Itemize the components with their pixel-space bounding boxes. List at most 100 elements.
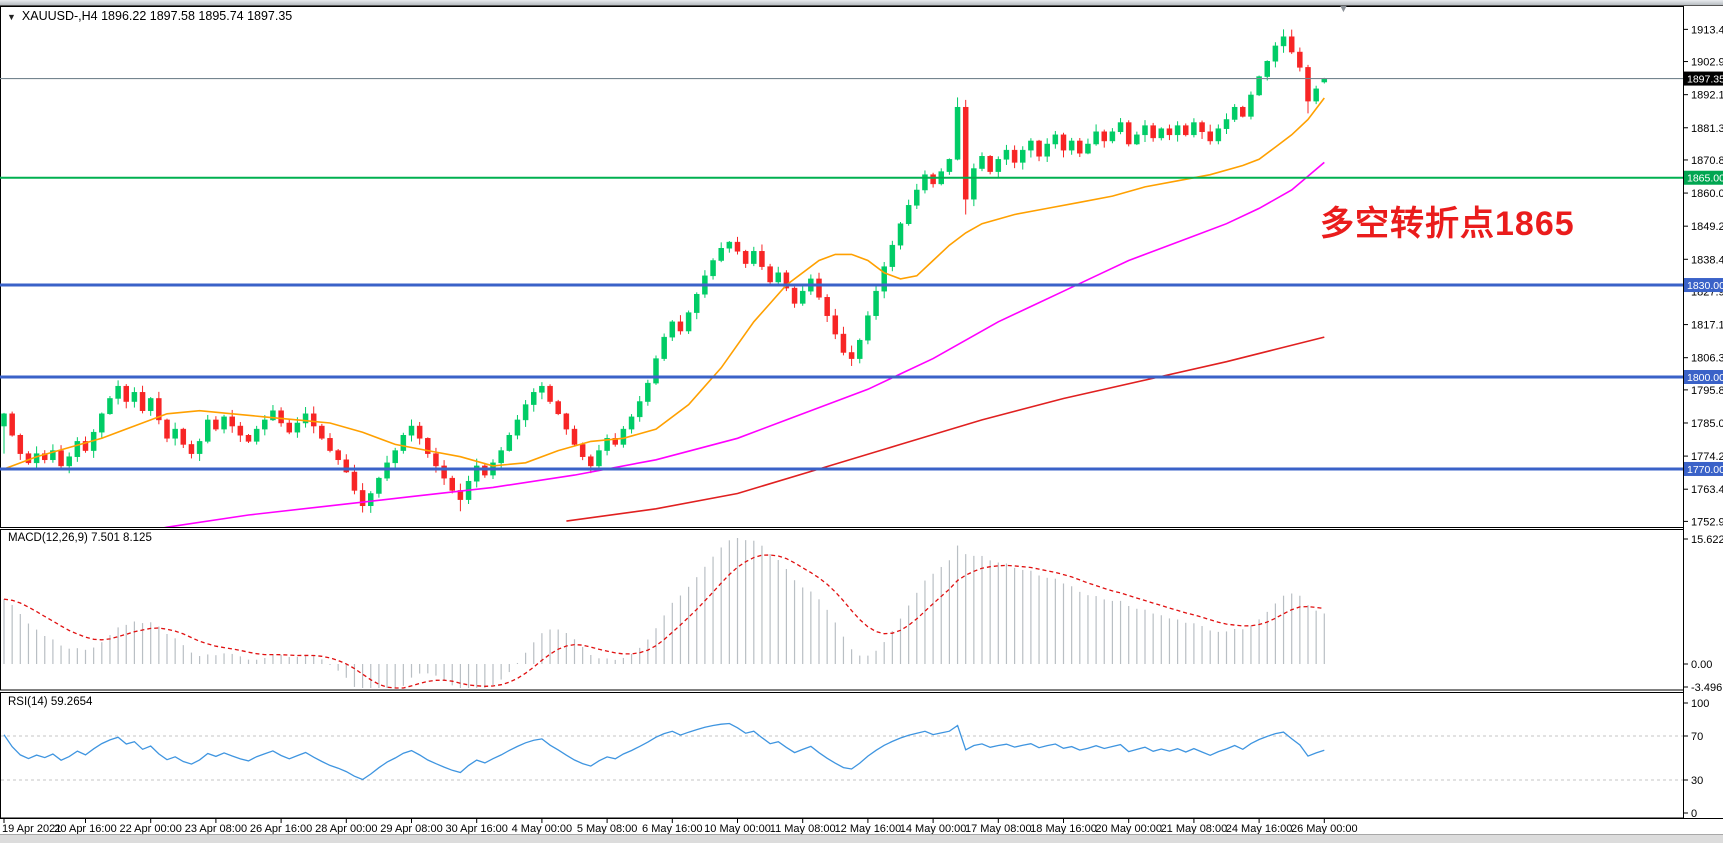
candle — [905, 205, 912, 224]
macd-histogram-bar — [948, 560, 950, 664]
symbol-dropdown-icon[interactable]: ▼ — [7, 12, 16, 22]
candle — [531, 392, 537, 405]
candle — [1142, 125, 1148, 136]
time-tick-label: 21 May 08:00 — [1161, 823, 1228, 835]
macd-histogram-bar — [1095, 596, 1097, 664]
candle — [278, 410, 284, 424]
candle — [123, 385, 129, 402]
price-tick-label: 1763.40 — [1691, 484, 1723, 496]
ma-mid-magenta — [163, 161, 1325, 527]
candle — [74, 441, 81, 457]
candle — [987, 156, 993, 172]
macd-histogram-bar — [1160, 615, 1162, 664]
candle — [1297, 51, 1303, 68]
macd-histogram-bar — [842, 636, 845, 664]
candle — [1199, 122, 1205, 133]
candle — [270, 410, 276, 421]
macd-histogram-bar — [476, 664, 478, 688]
candle — [82, 441, 89, 451]
price-axis[interactable]: 1913.40 1902.90 1892.10 1881.30 1870.80 1860.… — [1683, 6, 1723, 820]
macd-histogram-bar — [753, 540, 755, 664]
candle — [1011, 149, 1018, 163]
macd-histogram-bar — [965, 554, 967, 664]
candle — [636, 401, 643, 418]
candle — [1280, 36, 1287, 47]
macd-histogram-bar — [84, 649, 87, 664]
macd-histogram-bar — [419, 664, 421, 674]
macd-histogram-bar — [834, 622, 836, 664]
rsi-axis-label: 100 — [1691, 698, 1709, 710]
candle — [25, 453, 32, 464]
candle — [473, 465, 480, 482]
candle — [1003, 149, 1010, 160]
rsi-indicator-label: RSI(14) 59.2654 — [8, 696, 93, 708]
macd-histogram-bar — [174, 638, 176, 664]
candle — [1060, 134, 1067, 151]
macd-histogram-bar — [272, 654, 274, 664]
time-tick-label: 19 Apr 2021 — [2, 823, 61, 835]
candle — [742, 251, 749, 264]
candle — [131, 392, 138, 402]
macd-histogram-bar — [696, 577, 698, 664]
candle — [995, 159, 1002, 172]
rsi-axis-label: 0 — [1691, 808, 1697, 820]
macd-histogram-bar — [973, 555, 975, 664]
time-tick-label: 6 May 16:00 — [642, 823, 703, 835]
candle — [400, 434, 407, 451]
macd-histogram-bar — [394, 664, 396, 688]
macd-histogram-bar — [1022, 569, 1024, 664]
macd-histogram-bar — [1111, 600, 1113, 664]
macd-histogram-bar — [109, 635, 111, 664]
candle — [245, 434, 252, 442]
bid-price-label — [1684, 71, 1723, 86]
rsi-panel[interactable] — [1, 722, 1683, 781]
macd-histogram-bar — [932, 573, 934, 664]
candle — [384, 462, 390, 479]
candle — [425, 438, 431, 454]
macd-histogram-bar — [826, 609, 828, 664]
price-tick-label: 1902.90 — [1691, 57, 1723, 69]
macd-histogram-bar — [1046, 577, 1048, 664]
candle — [164, 419, 170, 439]
macd-histogram-bar — [916, 592, 918, 664]
candle — [310, 413, 317, 427]
candle — [946, 159, 953, 172]
candle — [1191, 122, 1197, 136]
rsi-axis-label: 70 — [1691, 731, 1703, 743]
macd-histogram-bar — [1315, 610, 1317, 664]
macd-panel[interactable] — [3, 538, 1325, 689]
candle — [188, 444, 195, 454]
macd-histogram-bar — [883, 642, 885, 664]
candle — [1256, 76, 1262, 96]
macd-histogram-bar — [280, 654, 282, 664]
macd-histogram-bar — [101, 642, 103, 664]
candle — [58, 450, 64, 467]
candle — [824, 297, 830, 316]
candle — [392, 450, 398, 464]
candle — [514, 419, 521, 436]
macd-histogram-bar — [769, 554, 771, 664]
macd-histogram-bar — [44, 635, 46, 664]
candle — [857, 339, 863, 359]
candle — [816, 278, 822, 298]
candle — [1288, 36, 1295, 53]
candle — [286, 422, 292, 433]
macd-histogram-bar — [745, 540, 747, 664]
macd-histogram-bar — [1291, 593, 1293, 664]
macd-histogram-bar — [1299, 595, 1301, 664]
macd-histogram-bar — [1152, 613, 1154, 664]
time-tick-label: 26 May 00:00 — [1291, 823, 1358, 835]
macd-histogram-bar — [378, 664, 380, 688]
macd-histogram-bar — [19, 613, 21, 664]
main-price-panel[interactable] — [0, 29, 1683, 545]
candle — [563, 413, 570, 430]
chart-shift-marker-icon[interactable]: ▼ — [1338, 3, 1349, 15]
time-tick-label: 22 Apr 00:00 — [120, 823, 182, 835]
candle — [237, 425, 244, 436]
price-tick-label: 1892.10 — [1691, 90, 1723, 102]
macd-histogram-bar — [256, 659, 258, 664]
rsi-line — [3, 722, 1325, 781]
